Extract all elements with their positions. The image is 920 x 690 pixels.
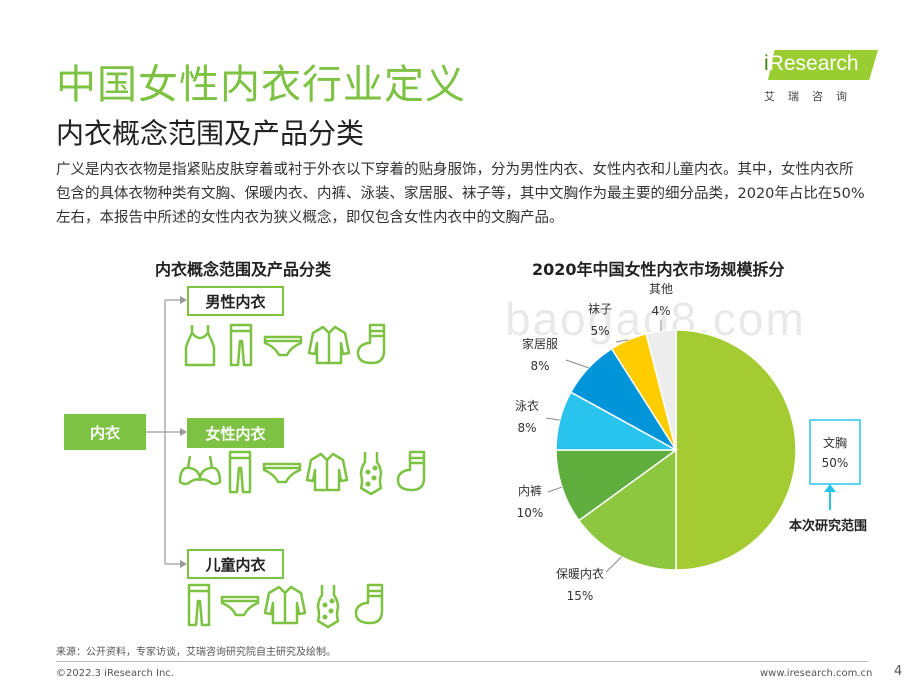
focus-arrow-head (824, 484, 836, 492)
focus-label-value: 50% (822, 456, 849, 470)
slice-value-label-1: 15% (567, 589, 594, 603)
diagram-title: 内衣概念范围及产品分类 (155, 260, 332, 279)
pie-slice-1 (577, 448, 677, 571)
branch-women-box: 女性内衣 (187, 418, 284, 448)
logo-chinese: 艾瑞咨询 (764, 90, 860, 103)
pie-slice-2 (555, 449, 679, 522)
logo-bar (768, 50, 878, 80)
logo-i: i (764, 52, 769, 75)
study-scope-label: 本次研究范围 (789, 518, 867, 534)
leader-line-4 (565, 359, 589, 369)
leader-line-2 (547, 486, 563, 493)
logo-word: Research (768, 52, 859, 75)
iresearch-logo: iResearch 艾瑞咨询 (760, 50, 880, 108)
page-number: 4 (894, 664, 903, 679)
slice-name-label-4: 家居服 (522, 336, 558, 351)
focus-label-name: 文胸 (823, 435, 847, 450)
leader-line-1 (605, 556, 622, 573)
leader-line-3 (545, 417, 560, 421)
slice-value-label-5: 5% (590, 324, 609, 338)
slice-value-label-3: 8% (517, 421, 536, 435)
slice-value-label-6: 4% (651, 304, 670, 318)
focus-box (809, 419, 861, 485)
slice-value-label-4: 8% (530, 359, 549, 373)
slice-name-label-2: 内裤 (518, 484, 542, 498)
intro-paragraph: 广义是内衣衣物是指紧贴皮肤穿着或衬于外衣以下穿着的贴身服饰，分为男性内衣、女性内… (56, 162, 865, 226)
slice-name-label-3: 泳衣 (515, 398, 539, 413)
page-title: 中国女性内衣行业定义 (56, 62, 466, 108)
page-subtitle: 内衣概念范围及产品分类 (56, 117, 365, 150)
root-underwear-box: 内衣 (64, 414, 146, 450)
copyright: ©2022.3 iResearch Inc. (56, 668, 174, 679)
source-note: 来源：公开资料，专家访谈，艾瑞咨询研究院自主研究及绘制。 (56, 647, 336, 658)
slice-name-label-6: 其他 (649, 282, 673, 296)
pie-slice-0 (675, 329, 797, 571)
chart-title: 2020年中国女性内衣市场规模拆分 (532, 260, 785, 279)
website: www.iresearch.com.cn (760, 668, 873, 679)
slice-name-label-5: 袜子 (588, 302, 612, 316)
branch-men-box: 男性内衣 (187, 286, 284, 316)
footer-divider (56, 661, 868, 662)
leader-line-5 (615, 339, 629, 343)
logo-text: iResearch (764, 52, 859, 76)
branch-children-box: 儿童内衣 (187, 549, 284, 579)
slice-value-label-2: 10% (517, 506, 544, 520)
slice-name-label-1: 保暖内衣 (556, 566, 604, 581)
